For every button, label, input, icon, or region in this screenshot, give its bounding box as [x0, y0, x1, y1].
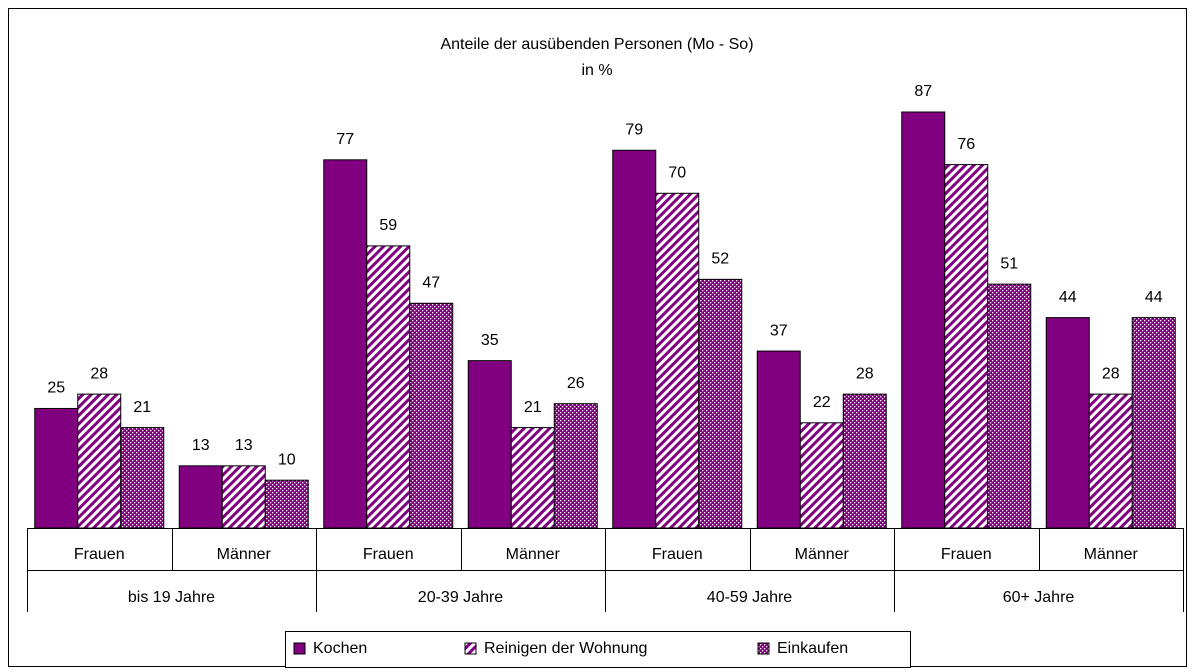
data-label: 28: [856, 365, 874, 382]
data-label: 51: [1000, 255, 1018, 272]
bar: [34, 407, 79, 529]
x-tick-label: Männer: [795, 546, 850, 563]
chart-title: Anteile der ausübenden Personen (Mo - So…: [440, 36, 753, 53]
x-tick-label: Frauen: [941, 546, 992, 563]
data-label: 87: [914, 83, 932, 100]
bar: [1131, 317, 1176, 529]
legend-swatch: [757, 642, 770, 655]
bar: [323, 159, 368, 529]
data-label: 59: [379, 217, 397, 234]
data-label: 10: [278, 451, 296, 468]
x-tick-label: Männer: [1084, 546, 1139, 563]
group-label: 20-39 Jahre: [418, 589, 503, 606]
x-tick-label: Männer: [506, 546, 561, 563]
data-label: 21: [524, 399, 542, 416]
bar: [655, 192, 700, 529]
chart-subtitle: in %: [581, 62, 612, 79]
data-label: 44: [1059, 289, 1077, 306]
x-tick-label: Frauen: [652, 546, 703, 563]
bar: [409, 302, 454, 529]
data-label: 76: [957, 136, 975, 153]
data-label: 25: [47, 380, 65, 397]
bar: [987, 283, 1032, 529]
data-label: 52: [711, 251, 729, 268]
bar: [756, 350, 801, 529]
data-label: 22: [813, 394, 831, 411]
bar: [612, 149, 657, 529]
bar: [467, 360, 512, 529]
bar: [264, 479, 309, 529]
bar: [221, 465, 266, 529]
x-tick-label: Frauen: [74, 546, 125, 563]
data-label: 28: [90, 365, 108, 382]
bar: [698, 278, 743, 529]
bar: [178, 465, 223, 529]
data-label: 77: [336, 131, 354, 148]
data-label: 35: [481, 332, 499, 349]
data-label: 37: [770, 322, 788, 339]
bar: [77, 393, 122, 529]
legend-label: Einkaufen: [777, 640, 848, 657]
data-label: 79: [625, 121, 643, 138]
group-label: 60+ Jahre: [1003, 589, 1075, 606]
bar: [1045, 317, 1090, 529]
bar: [799, 422, 844, 529]
data-label: 13: [235, 437, 253, 454]
bar: [901, 111, 946, 529]
group-label: bis 19 Jahre: [128, 589, 215, 606]
legend-swatch: [293, 642, 306, 655]
bar: [120, 427, 165, 529]
data-label: 70: [668, 165, 686, 182]
x-tick-label: Frauen: [363, 546, 414, 563]
legend-box: [285, 631, 911, 668]
group-label: 40-59 Jahre: [707, 589, 792, 606]
data-label: 47: [422, 274, 440, 291]
data-label: 28: [1102, 365, 1120, 382]
legend-label: Reinigen der Wohnung: [484, 640, 647, 657]
data-label: 21: [133, 399, 151, 416]
x-tick-label: Männer: [217, 546, 272, 563]
bar: [510, 427, 555, 529]
bar: [944, 164, 989, 529]
bar: [553, 403, 598, 529]
bar: [366, 245, 411, 529]
legend-label: Kochen: [313, 640, 367, 657]
bar: [1088, 393, 1133, 529]
legend-swatch: [464, 642, 477, 655]
data-label: 13: [192, 437, 210, 454]
bar: [842, 393, 887, 529]
data-label: 26: [567, 375, 585, 392]
data-label: 44: [1145, 289, 1163, 306]
